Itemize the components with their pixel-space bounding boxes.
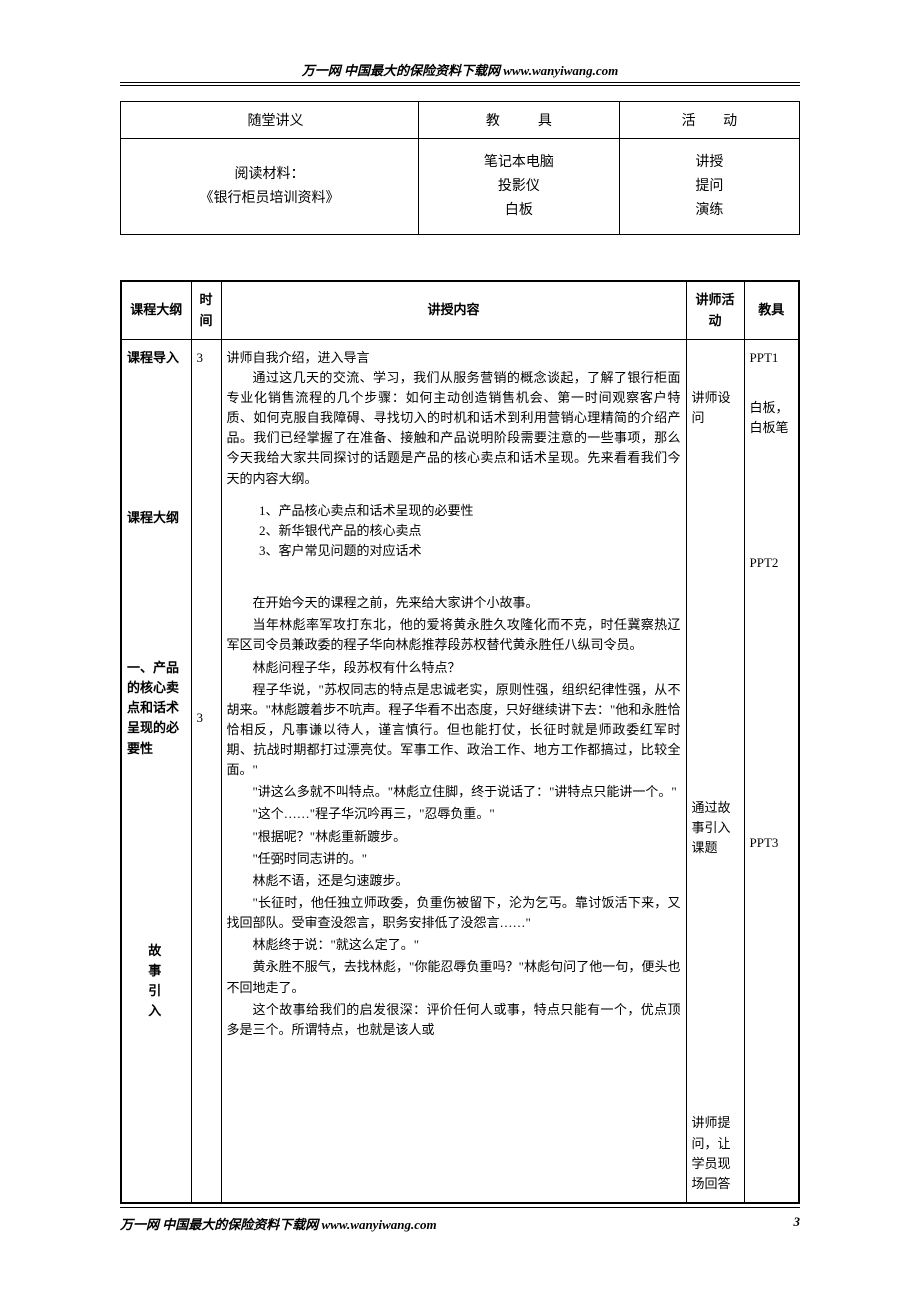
story-p2: 林彪问程子华，段苏权有什么特点？ — [227, 658, 681, 678]
table-header-row: 课程大纲 时间 讲授内容 讲师活动 教具 — [121, 281, 799, 339]
tool-ppt3: PPT3 — [750, 833, 794, 853]
header-rule-2 — [120, 85, 800, 86]
page-footer: 万一网 中国最大的保险资料下载网 www.wanyiwang.com 3 — [120, 1214, 800, 1233]
header-time: 时间 — [191, 281, 221, 339]
table-row: 课程导入 课程大纲 一、产品的核心卖点和话术呈现的必要性 故事引入 3 3 讲师… — [121, 339, 799, 1203]
story-intro: 在开始今天的课程之前，先来给大家讲个小故事。 — [227, 593, 681, 613]
outline-story: 故事引入 — [127, 941, 186, 1022]
tool-ppt1: PPT1 — [750, 348, 794, 368]
outline-intro: 课程导入 — [127, 348, 186, 368]
cell-tools: 笔记本电脑投影仪白板 — [419, 139, 620, 235]
story-p5: "这个……"程子华沉吟再三，"忍辱负重。" — [227, 804, 681, 824]
course-table: 课程大纲 时间 讲授内容 讲师活动 教具 课程导入 课程大纲 一、产品的核心卖点… — [120, 280, 800, 1204]
outline-syllabus: 课程大纲 — [127, 508, 186, 528]
footer-text: 万一网 中国最大的保险资料下载网 www.wanyiwang.com — [120, 1214, 437, 1233]
time-1: 3 — [197, 348, 216, 368]
story-p10: 林彪终于说："就这么定了。" — [227, 935, 681, 955]
activity-1: 讲师设问 — [692, 388, 739, 428]
story-p6: "根据呢？"林彪重新踱步。 — [227, 827, 681, 847]
activity-2: 通过故事引入课题 — [692, 798, 739, 858]
story-p1: 当年林彪率军攻打东北，他的爱将黄永胜久攻隆化而不克，时任冀察热辽军区司令员兼政委… — [227, 615, 681, 655]
header-activity: 讲师活动 — [686, 281, 744, 339]
col-header-handout: 随堂讲义 — [121, 102, 419, 139]
content-cell: 讲师自我介绍，进入导言 通过这几天的交流、学习，我们从服务营销的概念谈起，了解了… — [221, 339, 686, 1203]
header-content: 讲授内容 — [221, 281, 686, 339]
story-p4: "讲这么多就不叫特点。"林彪立住脚，终于说话了："讲特点只能讲一个。" — [227, 782, 681, 802]
story-p8: 林彪不语，还是匀速踱步。 — [227, 871, 681, 891]
col-header-activity: 活 动 — [619, 102, 799, 139]
time-2: 3 — [197, 708, 216, 728]
header-tools: 教具 — [744, 281, 799, 339]
list-item: 2、新华银代产品的核心卖点 — [259, 521, 681, 541]
content-list: 1、产品核心卖点和话术呈现的必要性 2、新华银代产品的核心卖点 3、客户常见问题… — [259, 501, 681, 561]
header-rule-1 — [120, 82, 800, 83]
tool-ppt2: PPT2 — [750, 553, 794, 573]
page-header: 万一网 中国最大的保险资料下载网 www.wanyiwang.com — [120, 60, 800, 79]
time-cell: 3 3 — [191, 339, 221, 1203]
story-p12: 这个故事给我们的启发很深：评价任何人或事，特点只能有一个，优点顶多是三个。所谓特… — [227, 1000, 681, 1040]
cell-activity: 讲授提问演练 — [619, 139, 799, 235]
story-p3: 程子华说，"苏权同志的特点是忠诚老实，原则性强，组织纪律性强，从不胡来。"林彪踱… — [227, 680, 681, 781]
footer-rule — [120, 1207, 800, 1208]
col-header-tools: 教 具 — [419, 102, 620, 139]
table-row: 阅读材料：《银行柜员培训资料》 笔记本电脑投影仪白板 讲授提问演练 — [121, 139, 800, 235]
cell-handout: 阅读材料：《银行柜员培训资料》 — [121, 139, 419, 235]
outline-section-1: 一、产品的核心卖点和话术呈现的必要性 — [127, 658, 186, 759]
table-row: 随堂讲义 教 具 活 动 — [121, 102, 800, 139]
list-item: 1、产品核心卖点和话术呈现的必要性 — [259, 501, 681, 521]
content-intro-body: 通过这几天的交流、学习，我们从服务营销的概念谈起，了解了银行柜面专业化销售流程的… — [227, 368, 681, 489]
list-item: 3、客户常见问题的对应话术 — [259, 541, 681, 561]
story-p7: "任弼时同志讲的。" — [227, 849, 681, 869]
outline-cell: 课程导入 课程大纲 一、产品的核心卖点和话术呈现的必要性 故事引入 — [121, 339, 191, 1203]
content-intro-title: 讲师自我介绍，进入导言 — [227, 348, 681, 368]
activity-3: 讲师提问，让学员现场回答 — [692, 1113, 739, 1194]
story-p9: "长征时，他任独立师政委，负重伤被留下，沦为乞丐。靠讨饭活下来，又找回部队。受审… — [227, 893, 681, 933]
activity-cell: 讲师设问 通过故事引入课题 讲师提问，让学员现场回答 — [686, 339, 744, 1203]
story-p11: 黄永胜不服气，去找林彪，"你能忍辱负重吗？"林彪句问了他一句，便头也不回地走了。 — [227, 957, 681, 997]
tools-cell: PPT1 白板，白板笔 PPT2 PPT3 — [744, 339, 799, 1203]
page-number: 3 — [794, 1214, 801, 1233]
materials-table: 随堂讲义 教 具 活 动 阅读材料：《银行柜员培训资料》 笔记本电脑投影仪白板 … — [120, 101, 800, 235]
header-outline: 课程大纲 — [121, 281, 191, 339]
tool-whiteboard: 白板，白板笔 — [750, 398, 794, 438]
